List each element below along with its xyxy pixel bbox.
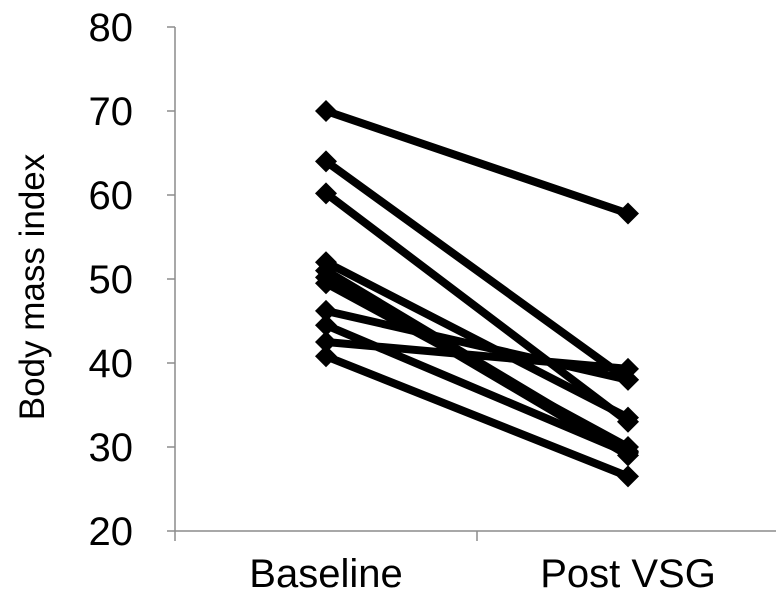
- series-1: [315, 100, 639, 225]
- x-ticks: Baseline Post VSG: [174, 531, 716, 596]
- data-point-baseline: [315, 331, 337, 353]
- series-line: [322, 279, 632, 451]
- data-point-baseline: [315, 100, 337, 122]
- y-tick-label: 60: [89, 174, 134, 218]
- series-line: [322, 338, 632, 373]
- data-point-baseline: [315, 272, 337, 295]
- y-tick-label: 30: [89, 426, 134, 470]
- x-tick-label: Baseline: [249, 552, 402, 596]
- y-ticks: 20 30 40 50 60 70 80: [89, 6, 175, 554]
- series-11: [315, 345, 639, 488]
- series-layer: [315, 100, 639, 488]
- series-line: [322, 189, 632, 426]
- series-line: [322, 258, 632, 422]
- axes: [174, 27, 776, 532]
- y-tick-label: 70: [89, 90, 134, 134]
- x-tick-label: Post VSG: [540, 552, 716, 596]
- data-point-baseline: [315, 345, 337, 368]
- series-line: [322, 107, 632, 218]
- y-axis-title: Body mass index: [13, 153, 52, 420]
- data-point-post-vsg: [617, 465, 639, 488]
- series-line: [322, 157, 632, 384]
- series-10: [315, 331, 639, 380]
- data-point-baseline: [315, 182, 337, 205]
- data-point-post-vsg: [617, 406, 639, 429]
- data-point-post-vsg: [617, 441, 639, 464]
- y-tick-label: 50: [89, 258, 134, 302]
- y-tick-label: 20: [89, 510, 134, 554]
- series-line: [322, 352, 632, 481]
- data-point-baseline: [315, 150, 337, 173]
- data-point-post-vsg: [617, 202, 639, 225]
- data-point-post-vsg: [617, 357, 639, 380]
- y-tick-label: 40: [89, 342, 134, 386]
- data-point-baseline: [315, 299, 337, 322]
- data-point-baseline: [315, 314, 337, 337]
- y-tick-label: 80: [89, 6, 134, 50]
